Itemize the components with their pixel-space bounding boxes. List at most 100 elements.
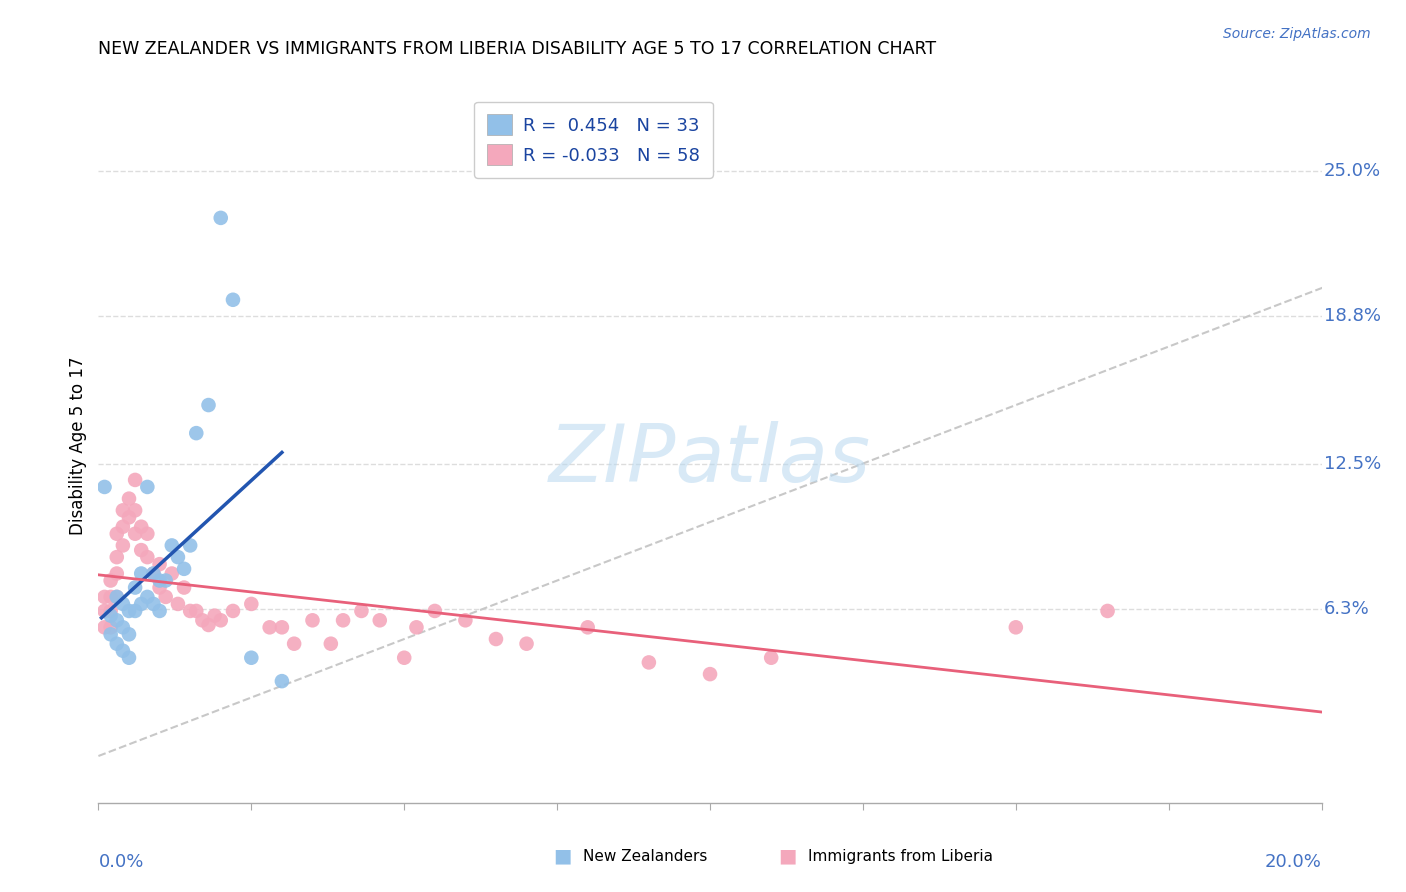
Point [124, 473, 146, 487]
Point [100, 620, 122, 634]
Point [240, 597, 263, 611]
Point [576, 620, 599, 634]
Point [105, 637, 128, 651]
Point [105, 526, 128, 541]
Point [142, 566, 165, 581]
Text: ■: ■ [553, 847, 572, 866]
Point [423, 604, 446, 618]
Point [155, 590, 177, 604]
Point [124, 526, 146, 541]
Point [118, 491, 141, 506]
Point [173, 581, 195, 595]
Point [105, 566, 128, 581]
Point [405, 620, 427, 634]
Point [136, 590, 159, 604]
Point [124, 604, 146, 618]
Point [129, 543, 152, 558]
Point [142, 566, 165, 581]
Point [105, 590, 128, 604]
Point [167, 550, 190, 565]
Point [368, 613, 391, 627]
Text: 0.0%: 0.0% [98, 853, 143, 871]
Point [124, 503, 146, 517]
Text: New Zealanders: New Zealanders [583, 849, 707, 863]
Point [222, 604, 245, 618]
Point [240, 650, 263, 665]
Point [1004, 620, 1026, 634]
Text: NEW ZEALANDER VS IMMIGRANTS FROM LIBERIA DISABILITY AGE 5 TO 17 CORRELATION CHAR: NEW ZEALANDER VS IMMIGRANTS FROM LIBERIA… [98, 40, 936, 58]
Point [270, 674, 292, 689]
Text: 20.0%: 20.0% [1265, 853, 1322, 871]
Point [699, 667, 721, 681]
Point [111, 620, 134, 634]
Text: 6.3%: 6.3% [1324, 599, 1369, 617]
Text: ■: ■ [778, 847, 797, 866]
Text: Source: ZipAtlas.com: Source: ZipAtlas.com [1223, 27, 1371, 41]
Text: Immigrants from Liberia: Immigrants from Liberia [808, 849, 994, 863]
Point [129, 566, 152, 581]
Point [149, 574, 172, 588]
Point [100, 590, 122, 604]
Point [111, 538, 134, 552]
Point [454, 613, 477, 627]
Legend: R =  0.454   N = 33, R = -0.033   N = 58: R = 0.454 N = 33, R = -0.033 N = 58 [474, 102, 713, 178]
Point [197, 618, 219, 632]
Point [105, 613, 128, 627]
Point [136, 480, 159, 494]
Point [149, 581, 172, 595]
Point [155, 574, 177, 588]
Point [124, 581, 146, 595]
Point [118, 604, 141, 618]
Point [105, 550, 128, 565]
Y-axis label: Disability Age 5 to 17: Disability Age 5 to 17 [69, 357, 87, 535]
Point [179, 604, 201, 618]
Point [759, 650, 782, 665]
Point [149, 604, 172, 618]
Point [142, 597, 165, 611]
Point [160, 538, 183, 552]
Point [270, 620, 292, 634]
Point [301, 613, 323, 627]
Point [197, 398, 219, 412]
Point [259, 620, 281, 634]
Point [93, 590, 115, 604]
Point [100, 574, 122, 588]
Point [118, 510, 141, 524]
Point [209, 211, 232, 225]
Point [319, 637, 342, 651]
Point [392, 650, 416, 665]
Text: 18.8%: 18.8% [1324, 307, 1381, 326]
Point [485, 632, 508, 646]
Point [100, 627, 122, 641]
Point [637, 656, 661, 670]
Point [93, 480, 115, 494]
Point [111, 644, 134, 658]
Point [100, 608, 122, 623]
Point [93, 620, 115, 634]
Point [209, 613, 232, 627]
Point [283, 637, 305, 651]
Point [100, 604, 122, 618]
Point [136, 526, 159, 541]
Point [173, 562, 195, 576]
Point [111, 519, 134, 533]
Point [93, 604, 115, 618]
Point [191, 613, 214, 627]
Point [179, 538, 201, 552]
Point [118, 650, 141, 665]
Text: ZIPatlas: ZIPatlas [548, 421, 872, 500]
Point [1097, 604, 1119, 618]
Point [111, 503, 134, 517]
Point [186, 604, 208, 618]
Text: 12.5%: 12.5% [1324, 455, 1381, 473]
Point [149, 557, 172, 571]
Point [160, 566, 183, 581]
Point [350, 604, 373, 618]
Point [516, 637, 538, 651]
Text: 25.0%: 25.0% [1324, 162, 1381, 180]
Point [204, 608, 226, 623]
Point [118, 627, 141, 641]
Point [105, 590, 128, 604]
Point [332, 613, 354, 627]
Point [111, 597, 134, 611]
